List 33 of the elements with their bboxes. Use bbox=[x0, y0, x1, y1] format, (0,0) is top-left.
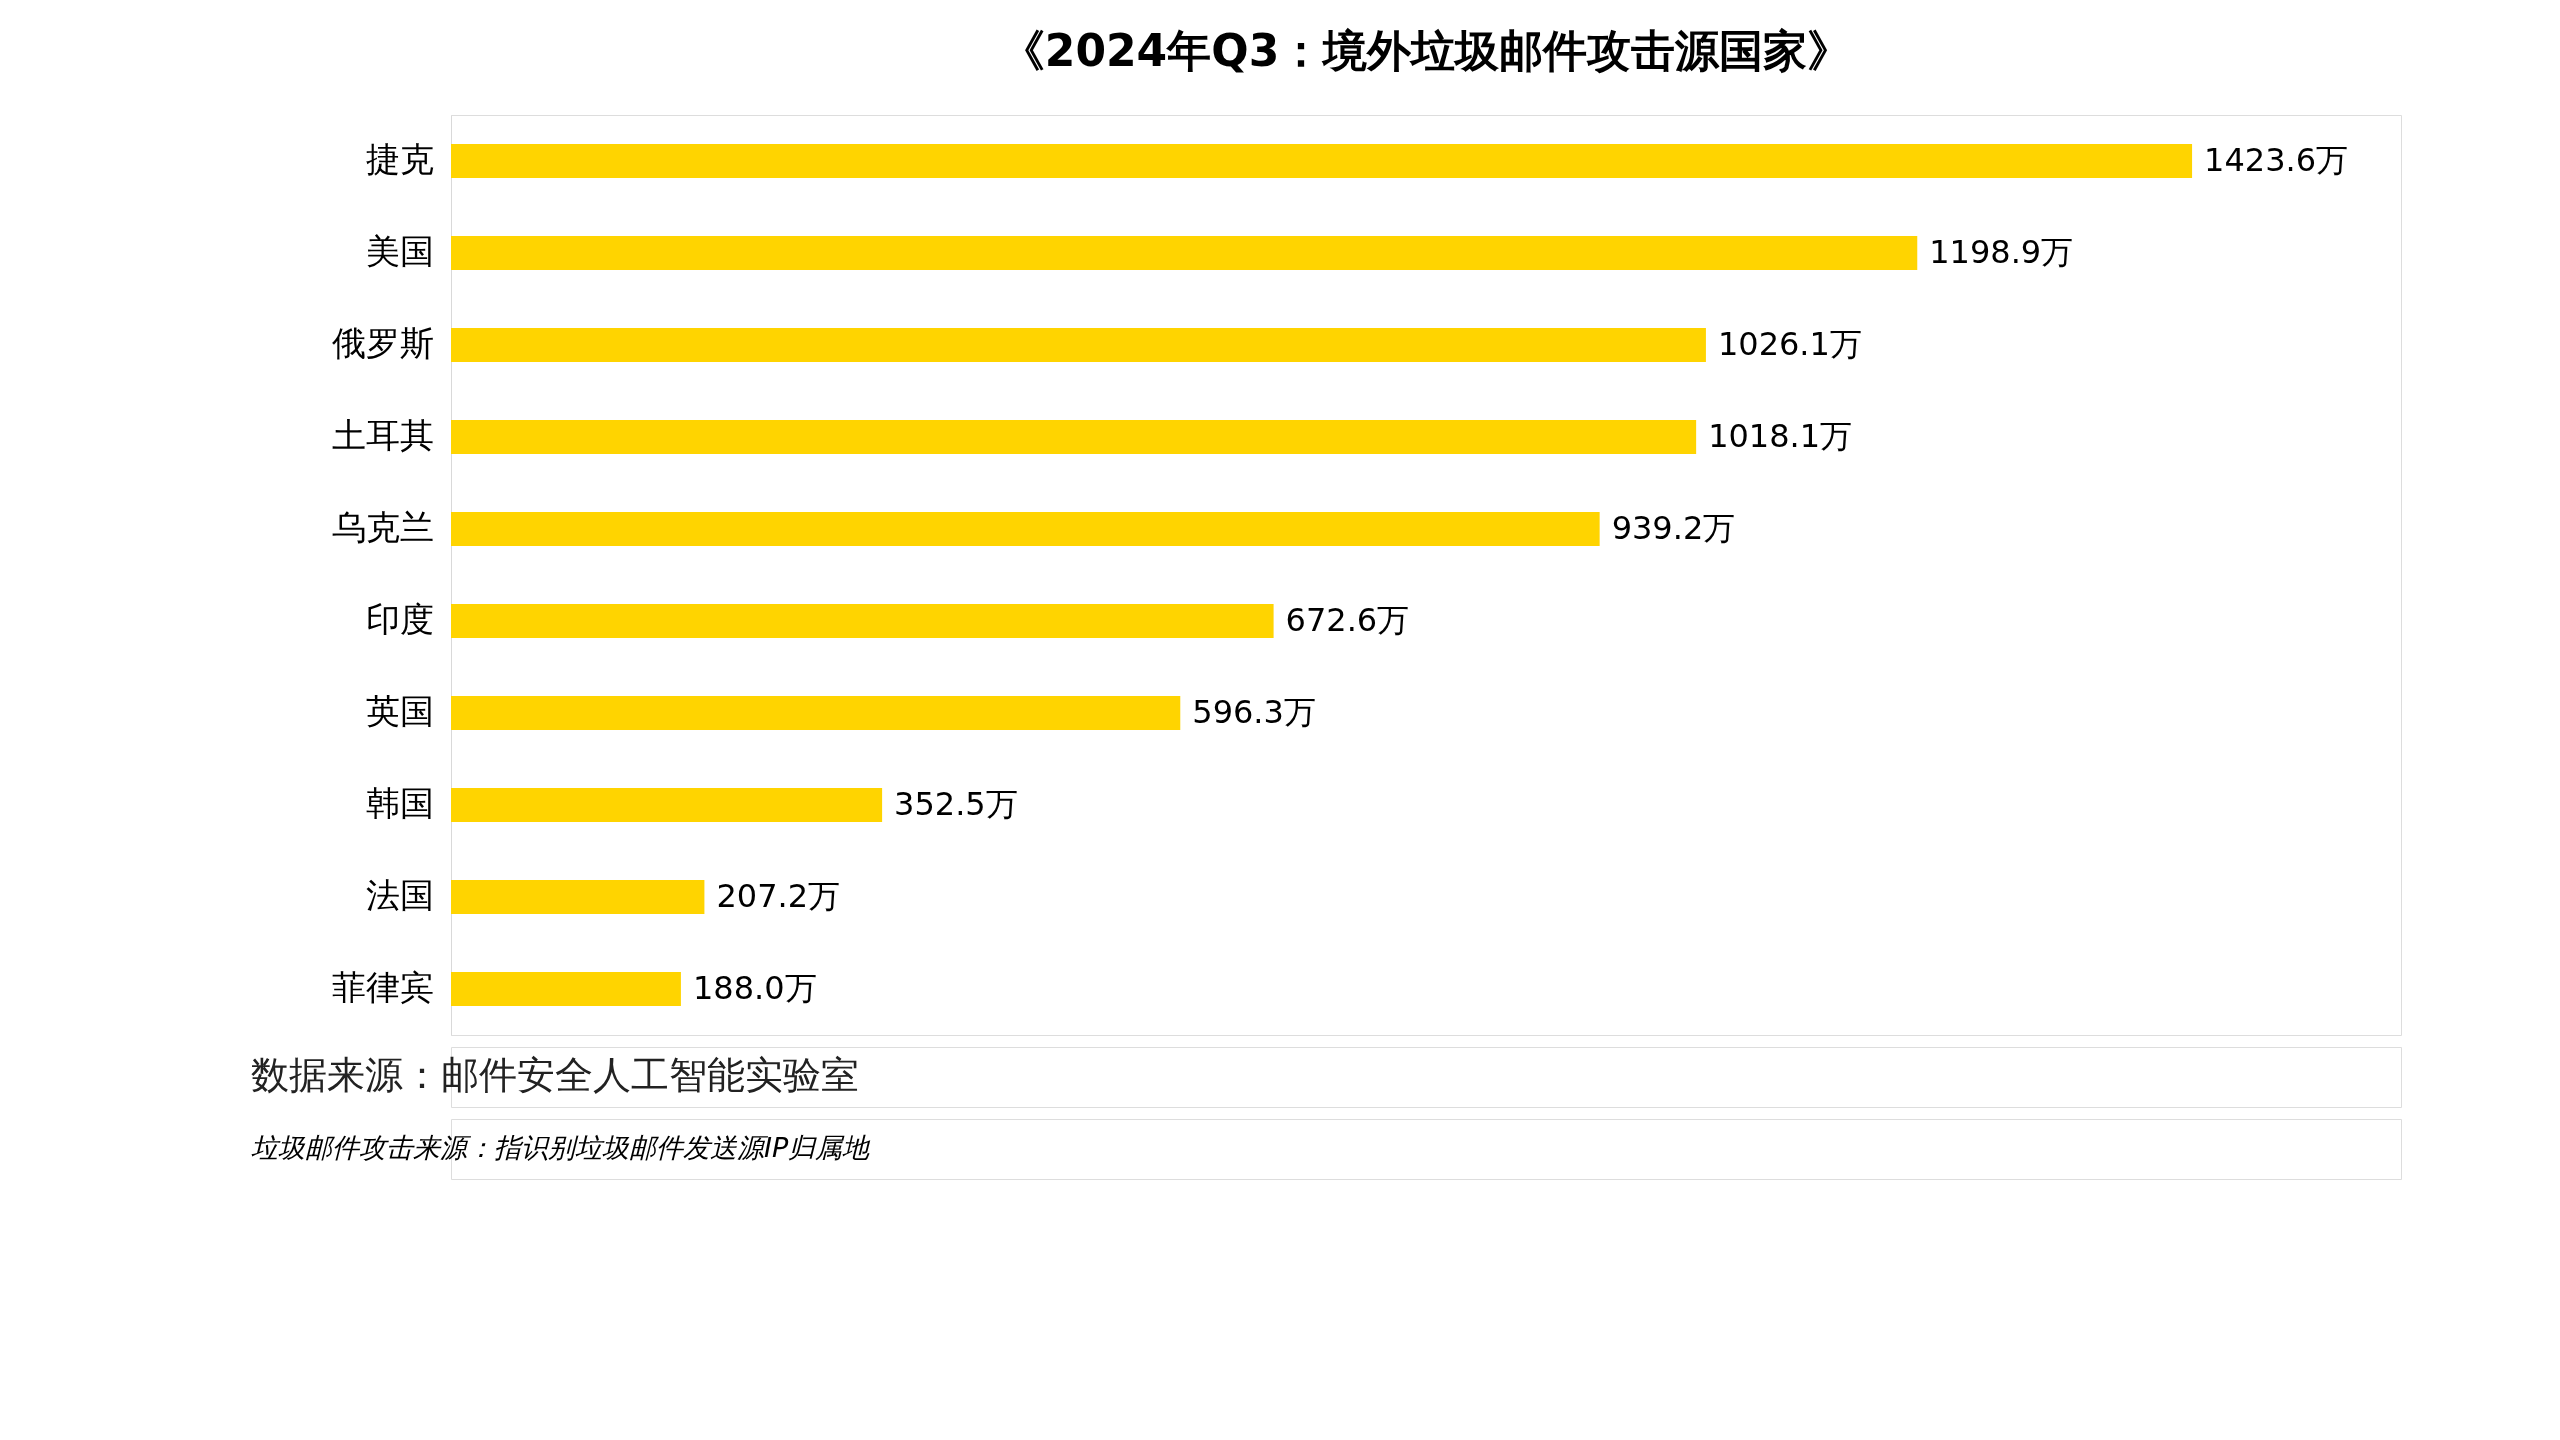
y-tick-label: 印度 bbox=[365, 599, 434, 639]
text: 垃圾邮件攻击来源：指识别垃圾邮件发送源IP归属地 bbox=[251, 1132, 872, 1163]
y-tick-label: 法国 bbox=[365, 875, 434, 915]
y-tick-label: 俄罗斯 bbox=[331, 323, 434, 363]
data-label: 596.3万 bbox=[1192, 693, 1316, 731]
data-label: 207.2万 bbox=[716, 877, 841, 915]
bar bbox=[451, 328, 1706, 362]
bar bbox=[451, 512, 1600, 546]
data-label: 672.6万 bbox=[1285, 601, 1410, 639]
y-tick-label: 英国 bbox=[365, 691, 434, 731]
bar bbox=[451, 696, 1181, 730]
y-tick-label: 捷克 bbox=[365, 139, 434, 179]
y-tick-label: 土耳其 bbox=[331, 415, 434, 455]
bar bbox=[451, 420, 1697, 454]
bar bbox=[451, 788, 883, 822]
bar bbox=[451, 880, 705, 914]
y-tick-label: 乌克兰 bbox=[331, 507, 434, 547]
data-label: 1018.1万 bbox=[1708, 417, 1853, 455]
y-tick-label: 韩国 bbox=[365, 783, 434, 823]
data-label: 1198.9万 bbox=[1929, 233, 2074, 271]
data-label: 352.5万 bbox=[894, 785, 1018, 823]
data-label: 939.2万 bbox=[1611, 509, 1736, 547]
data-label: 188.0万 bbox=[692, 969, 817, 1007]
data-label: 1026.1万 bbox=[1717, 325, 1862, 363]
bar bbox=[451, 236, 1918, 270]
data-label: 1423.6万 bbox=[2204, 141, 2349, 179]
bar bbox=[451, 972, 681, 1006]
chart-title: 《2024年Q3：境外垃圾邮件攻击源国家》 bbox=[1000, 25, 1852, 76]
source-note: 数据来源：邮件安全人工智能实验室 bbox=[251, 1053, 859, 1097]
y-tick-label: 菲律宾 bbox=[331, 967, 434, 1007]
y-tick-label: 美国 bbox=[365, 231, 434, 271]
bar bbox=[451, 604, 1274, 638]
bar bbox=[451, 144, 2193, 178]
